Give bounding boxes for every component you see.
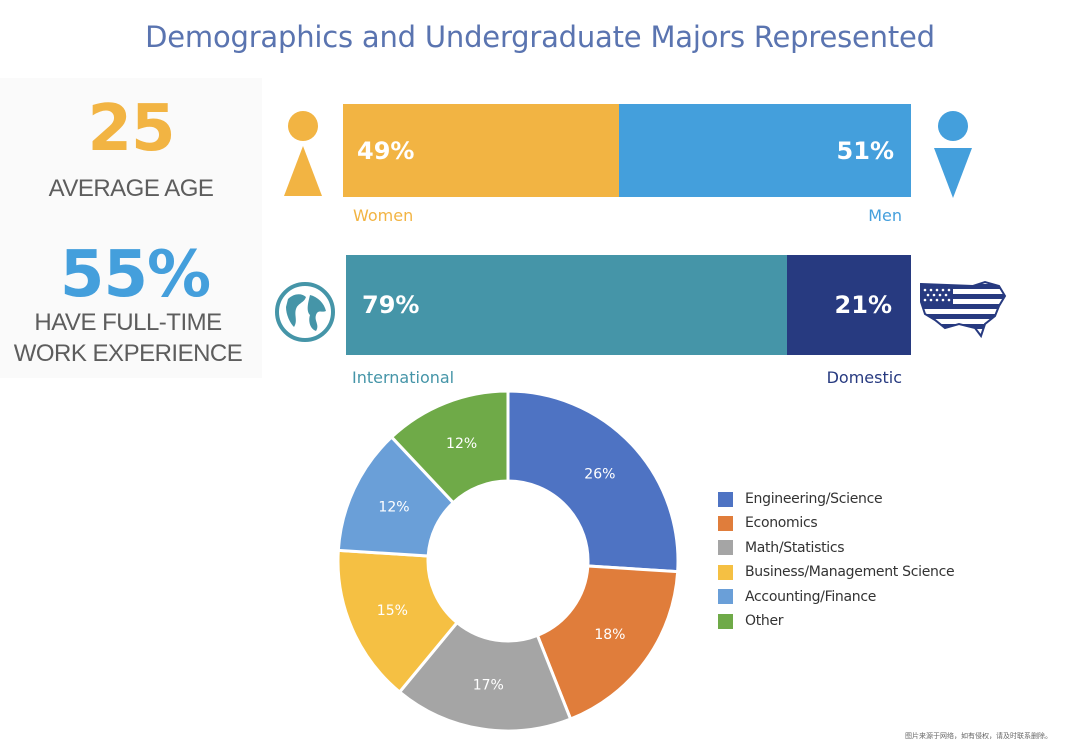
men-percent: 51% bbox=[836, 136, 894, 165]
legend-label: Math/Statistics bbox=[745, 539, 845, 556]
donut-slice-math-statistics bbox=[397, 620, 573, 733]
legend-swatch bbox=[718, 564, 733, 580]
majors-legend: Engineering/Science Economics Math/Statist… bbox=[718, 489, 978, 639]
legend-swatch bbox=[718, 515, 733, 531]
legend-label: Accounting/Finance bbox=[745, 588, 877, 605]
women-label: Women bbox=[353, 206, 414, 225]
donut-slice-label: 12% bbox=[446, 436, 477, 452]
legend-item: Other bbox=[718, 611, 784, 631]
legend-swatch bbox=[718, 491, 733, 507]
men-label: Men bbox=[868, 206, 902, 225]
legend-item: Engineering/Science bbox=[718, 489, 883, 509]
legend-swatch bbox=[718, 540, 733, 556]
donut-slice-label: 18% bbox=[594, 627, 625, 643]
male-figure-icon bbox=[934, 111, 972, 198]
donut-slice-economics bbox=[535, 564, 680, 722]
usa-flag-map-icon bbox=[920, 280, 1007, 339]
donut-slice-label: 17% bbox=[473, 677, 504, 693]
donut-slice-label: 12% bbox=[378, 499, 409, 515]
domestic-label: Domestic bbox=[826, 368, 902, 387]
donut-slice-label: 15% bbox=[377, 603, 408, 619]
stats-panel bbox=[0, 78, 262, 378]
work-experience-value: 55% bbox=[59, 238, 211, 312]
legend-label: Business/Management Science bbox=[745, 564, 955, 581]
work-experience-label-line1: HAVE FULL-TIME bbox=[34, 309, 222, 336]
domestic-percent: 21% bbox=[834, 291, 892, 319]
image-source-footnote: 图片来源于网络，如有侵权，请及时联系删除。 bbox=[905, 732, 1052, 740]
globe-icon bbox=[275, 282, 335, 342]
average-age-label: AVERAGE AGE bbox=[48, 175, 214, 202]
legend-label: Economics bbox=[745, 515, 818, 532]
donut-slice-label: 26% bbox=[584, 467, 615, 483]
work-experience-label-line2: WORK EXPERIENCE bbox=[13, 340, 243, 367]
domestic-bar-segment: 21% bbox=[787, 255, 911, 355]
female-figure-icon bbox=[284, 111, 322, 196]
legend-label: Other bbox=[745, 613, 784, 629]
international-bar-segment: 79% bbox=[346, 255, 787, 355]
legend-item: Accounting/Finance bbox=[718, 587, 876, 607]
legend-swatch bbox=[718, 613, 733, 629]
donut-slice-other bbox=[389, 389, 510, 505]
legend-item: Economics bbox=[718, 513, 818, 533]
legend-label: Engineering/Science bbox=[745, 491, 883, 507]
international-percent: 79% bbox=[362, 291, 420, 319]
page-title: Demographics and Undergraduate Majors Re… bbox=[145, 20, 935, 54]
legend-item: Math/Statistics bbox=[718, 538, 845, 558]
donut-slice-engineering-science bbox=[506, 389, 680, 574]
majors-donut-chart: 26% 18% 17% 15% 12% 12% bbox=[336, 389, 680, 733]
legend-item: Business/Management Science bbox=[718, 562, 955, 582]
women-bar-segment: 49% bbox=[343, 104, 619, 197]
men-bar-segment: 51% bbox=[619, 104, 911, 197]
legend-swatch bbox=[718, 589, 733, 605]
average-age-value: 25 bbox=[87, 92, 175, 166]
international-label: International bbox=[352, 368, 455, 387]
women-percent: 49% bbox=[357, 136, 415, 165]
